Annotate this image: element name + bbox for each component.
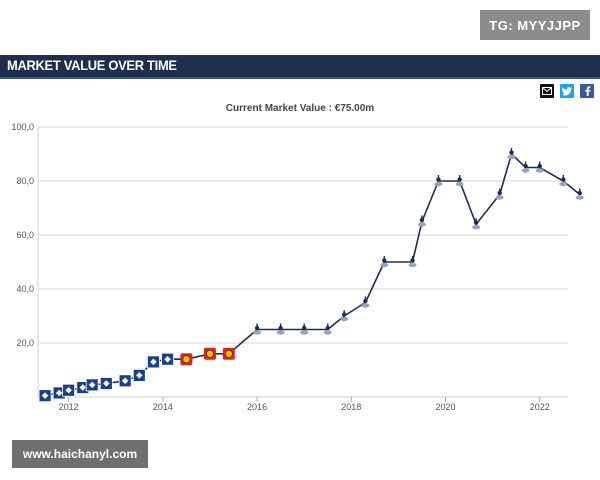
data-point-hsv[interactable] [38, 389, 52, 403]
y-tick-label: 80,0 [16, 176, 34, 186]
watermark-top: TG: MYYJJPP [480, 10, 590, 40]
data-point-tottenham[interactable] [434, 175, 443, 187]
section-title: MARKET VALUE OVER TIME [7, 57, 177, 73]
data-point-tottenham[interactable] [417, 215, 426, 227]
data-point-tottenham[interactable] [472, 218, 481, 230]
twitter-icon [562, 86, 572, 95]
share-twitter-button[interactable] [560, 84, 574, 98]
data-point-leverkusen[interactable] [222, 347, 235, 360]
email-icon [542, 87, 552, 95]
data-point-hsv[interactable] [132, 368, 146, 382]
data-point-hsv[interactable] [99, 377, 113, 390]
data-point-tottenham[interactable] [559, 175, 568, 187]
share-facebook-button[interactable] [580, 84, 594, 98]
y-tick-label: 20,0 [16, 338, 34, 348]
section-header: MARKET VALUE OVER TIME [0, 55, 600, 79]
x-tick-label: 2016 [247, 402, 267, 412]
x-tick-label: 2012 [59, 402, 79, 412]
facebook-icon [585, 86, 591, 96]
data-point-tottenham[interactable] [340, 310, 349, 322]
data-point-leverkusen[interactable] [180, 353, 193, 366]
y-tick-label: 40,0 [16, 284, 34, 294]
data-point-tottenham[interactable] [455, 175, 464, 187]
data-point-tottenham[interactable] [521, 161, 530, 173]
data-point-tottenham[interactable] [276, 323, 285, 335]
data-point-hsv[interactable] [161, 352, 174, 366]
data-point-tottenham[interactable] [495, 188, 504, 200]
x-tick-label: 2020 [435, 402, 455, 412]
x-tick-label: 2014 [153, 402, 173, 412]
y-tick-label: 100,0 [11, 122, 34, 132]
x-tick-label: 2022 [530, 402, 550, 412]
data-point-tottenham[interactable] [575, 188, 584, 200]
data-point-tottenham[interactable] [408, 256, 417, 268]
share-email-button[interactable] [540, 84, 554, 98]
data-point-tottenham[interactable] [253, 323, 262, 335]
data-point-hsv[interactable] [62, 383, 76, 397]
watermark-bottom: www.haichanyl.com [12, 440, 148, 468]
data-point-hsv[interactable] [118, 374, 132, 388]
data-point-tottenham[interactable] [507, 148, 516, 160]
data-point-tottenham[interactable] [361, 296, 370, 308]
data-point-leverkusen[interactable] [203, 347, 216, 360]
chart-title: Current Market Value : €75.00m [225, 103, 375, 114]
data-point-tottenham[interactable] [380, 256, 389, 268]
y-tick-label: 60,0 [16, 230, 34, 240]
data-point-tottenham[interactable] [323, 323, 332, 335]
x-tick-label: 2018 [341, 402, 361, 412]
data-point-tottenham[interactable] [300, 323, 309, 335]
data-point-hsv[interactable] [147, 355, 160, 369]
data-point-hsv[interactable] [85, 378, 99, 392]
data-point-tottenham[interactable] [535, 161, 544, 173]
